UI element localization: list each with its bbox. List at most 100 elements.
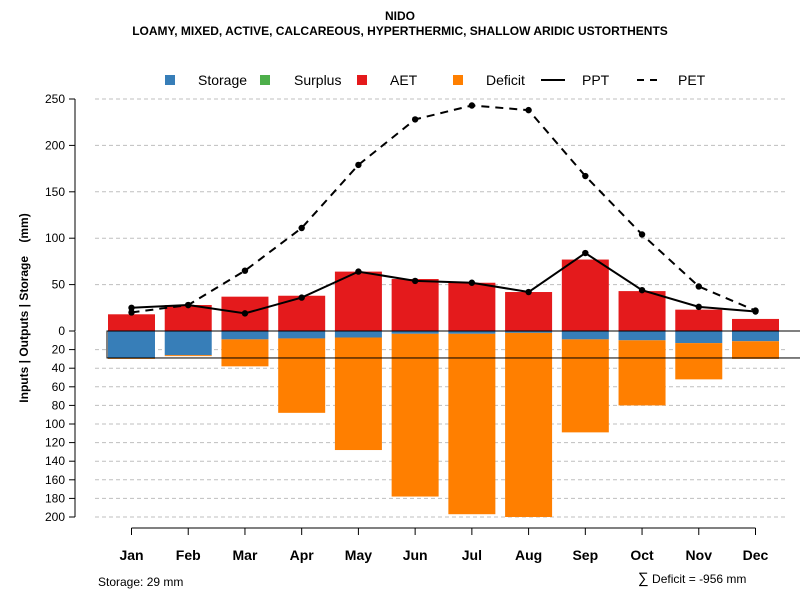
y-tick-label: 80 [52, 398, 66, 412]
sigma-icon: ∑ [638, 570, 649, 587]
storage-bar [391, 331, 439, 334]
storage-bar [448, 331, 496, 334]
pet-point [525, 106, 532, 114]
aet-bar [164, 305, 212, 331]
legend-label: PPT [582, 72, 610, 88]
ppt-point [298, 294, 305, 301]
legend-swatch [453, 75, 463, 85]
aet-bar [108, 314, 155, 331]
storage-bar [675, 331, 723, 344]
x-tick-label: May [345, 547, 372, 563]
deficit-bar [561, 339, 609, 433]
deficit-bar [278, 338, 326, 413]
aet-bar [561, 259, 609, 331]
aet-bar [732, 318, 779, 331]
aet-bar [391, 279, 439, 331]
ppt-point [411, 277, 419, 285]
deficit-bar [164, 355, 212, 357]
aet-bar [278, 295, 326, 331]
storage-bar [278, 331, 326, 339]
y-tick-label: 60 [52, 380, 66, 394]
pet-point [128, 309, 135, 316]
y-tick-label: 250 [45, 92, 65, 106]
ppt-point [525, 288, 532, 296]
storage-bar [561, 331, 609, 340]
y-tick-label: 160 [45, 473, 65, 487]
x-tick-label: Feb [176, 547, 201, 563]
ppt-point [128, 304, 135, 311]
legend-swatch [260, 75, 270, 85]
ppt-line [131, 251, 756, 315]
deficit-bar [732, 341, 779, 359]
legend-label: Surplus [294, 72, 341, 88]
storage-bar [732, 331, 779, 342]
x-tick-label: Sep [572, 547, 598, 563]
y-tick-label: 40 [52, 361, 66, 375]
legend-label: Storage [198, 72, 247, 88]
legend-swatch [165, 75, 175, 85]
ppt-point [355, 268, 362, 275]
aet-bar [334, 271, 382, 331]
deficit-bar [448, 333, 496, 515]
storage-bar [334, 331, 382, 338]
pet-point [638, 231, 646, 238]
aet-bar [618, 291, 666, 331]
ppt-point [638, 286, 646, 294]
chart-title: NIDO [385, 9, 415, 23]
x-tick-label: Oct [630, 547, 654, 563]
ppt-point [241, 310, 249, 317]
x-tick-label: Apr [290, 547, 315, 563]
ppt-point [752, 308, 759, 315]
ppt-point [582, 249, 589, 257]
storage-bar [618, 331, 666, 341]
ppt-point [185, 301, 192, 309]
y-tick-label: 200 [45, 510, 65, 524]
deficit-bar [334, 337, 382, 451]
deficit-bar [221, 339, 269, 367]
y-tick-label: 20 [52, 343, 66, 357]
ppt-point [468, 279, 476, 286]
aet-bar [675, 309, 723, 331]
x-tick-label: Mar [233, 547, 258, 563]
y-tick-label: 100 [45, 417, 65, 431]
deficit-bar [675, 343, 723, 380]
pet-point [355, 161, 362, 169]
storage-footnote: Storage: 29 mm [98, 575, 184, 589]
x-tick-label: Nov [686, 547, 713, 563]
storage-capacity-box [106, 330, 800, 359]
aet-bar [448, 282, 496, 331]
pet-point [241, 267, 249, 274]
x-tick-label: Dec [743, 547, 769, 563]
storage-bar [108, 331, 155, 358]
deficit-footnote: ∑ Deficit = -956 mm [638, 570, 746, 587]
deficit-bar [391, 333, 439, 497]
pet-point [411, 116, 419, 123]
storage-bar [164, 331, 212, 356]
x-tick-label: Aug [515, 547, 542, 563]
y-tick-label: 180 [45, 491, 65, 505]
y-tick-label: 0 [58, 324, 65, 338]
aet-bar [505, 292, 553, 331]
storage-bar [505, 331, 553, 333]
y-axis-label: Inputs | Outputs | Storage (mm) [17, 213, 31, 402]
ppt-point [695, 303, 702, 311]
y-tick-label: 100 [45, 231, 65, 245]
deficit-bar [505, 332, 553, 517]
legend-label: PET [678, 72, 706, 88]
storage-bar [221, 331, 269, 340]
deficit-sum-label: Deficit = -956 mm [652, 572, 747, 586]
y-tick-label: 200 [45, 138, 65, 152]
x-tick-label: Jan [119, 547, 143, 563]
pet-point [468, 102, 476, 109]
deficit-bar [618, 340, 666, 406]
x-tick-label: Jul [462, 547, 482, 563]
y-tick-label: 50 [52, 278, 66, 292]
y-tick-label: 150 [45, 185, 65, 199]
y-tick-label: 140 [45, 454, 65, 468]
legend-swatch [357, 75, 367, 85]
legend-label: AET [390, 72, 418, 88]
pet-point [695, 283, 702, 290]
pet-point [582, 172, 589, 180]
x-tick-label: Jun [403, 547, 428, 563]
y-tick-label: 120 [45, 436, 65, 450]
